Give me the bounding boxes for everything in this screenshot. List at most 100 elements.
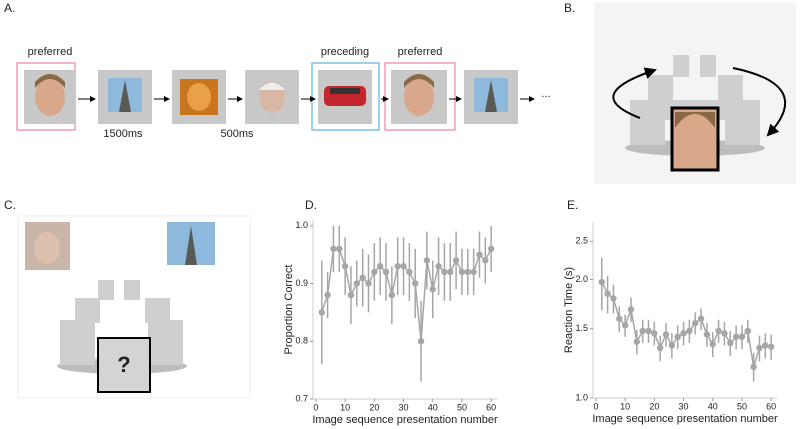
data-point [441, 268, 448, 276]
data-point [330, 245, 337, 253]
x-tick-label: 60 [766, 401, 776, 411]
data-line [321, 248, 492, 342]
data-point [336, 245, 343, 253]
data-point [668, 342, 676, 349]
data-point [353, 280, 361, 287]
data-point [318, 309, 325, 316]
data-point [482, 257, 489, 264]
data-point [639, 327, 646, 335]
data-point [738, 333, 746, 341]
y-tick-label: 1.5 [575, 323, 588, 333]
y-tick-label: 2.5 [575, 236, 588, 246]
data-point [767, 343, 775, 350]
data-point [656, 344, 664, 352]
x-tick-label: 20 [369, 402, 379, 412]
data-point [388, 291, 396, 299]
y-axis-label: Proportion Correct [283, 265, 295, 355]
data-point [727, 339, 734, 347]
data-point [756, 344, 763, 352]
data-point [651, 330, 658, 337]
data-point [604, 290, 611, 297]
data-point [447, 268, 454, 276]
data-point [400, 262, 407, 270]
sequence-label: preferred [398, 46, 443, 58]
arrow [732, 67, 786, 137]
panel-a: A. preferred preceding preferred 1500ms … [4, 1, 551, 140]
x-tick-label: 10 [620, 401, 630, 411]
data-point [732, 333, 740, 341]
data-point [417, 338, 425, 345]
data-point [470, 268, 477, 276]
data-point [744, 327, 751, 335]
y-tick-label: 1.0 [575, 392, 588, 402]
x-tick-label: 50 [457, 402, 467, 412]
data-point [721, 330, 728, 337]
data-point [616, 315, 623, 322]
data-point [476, 251, 483, 258]
data-point [697, 315, 705, 322]
x-tick-label: 30 [399, 402, 409, 412]
x-tick-label: 60 [486, 402, 496, 412]
data-point [645, 327, 652, 335]
data-point [429, 286, 436, 293]
x-tick-label: 50 [737, 401, 747, 411]
data-point [452, 257, 460, 264]
data-point [709, 340, 716, 348]
x-tick-label: 10 [340, 402, 350, 412]
data-point [435, 262, 442, 270]
data-point [750, 363, 757, 371]
ellipsis: ... [541, 88, 550, 100]
data-point [458, 268, 466, 276]
data-point [621, 322, 629, 329]
panel-label: C. [4, 198, 16, 212]
panel-label: B. [564, 1, 575, 15]
data-point [365, 280, 372, 287]
data-point [662, 331, 670, 338]
data-point [598, 278, 605, 286]
sequence-label: preferred [28, 46, 73, 58]
y-tick-label: 0.7 [295, 393, 308, 403]
data-point [347, 291, 355, 299]
duration-label: 1500ms [103, 128, 143, 140]
data-point [376, 262, 384, 270]
data-point [627, 306, 635, 313]
data-point [633, 338, 641, 345]
panel-label: D. [305, 198, 317, 212]
sequence-label: preceding [321, 46, 369, 58]
x-tick-label: 30 [679, 401, 689, 411]
y-tick-label: 1.0 [295, 220, 308, 230]
data-point [423, 257, 431, 264]
data-point [674, 333, 681, 341]
data-point [487, 245, 495, 253]
data-point [359, 274, 366, 281]
data-point [382, 268, 390, 276]
data-point [686, 327, 693, 335]
y-axis-label: Reaction Time (s) [563, 267, 575, 353]
x-axis-label: Image sequence presentation number [312, 414, 498, 426]
x-tick-label: 40 [428, 402, 438, 412]
x-tick-label: 0 [313, 402, 318, 412]
data-point [703, 331, 711, 338]
image-strip [24, 70, 518, 124]
unknown-image [97, 337, 151, 393]
data-point [371, 268, 378, 276]
y-tick-label: 0.9 [295, 278, 308, 288]
question-mark: ? [117, 352, 130, 377]
x-axis-label: Image sequence presentation number [592, 413, 778, 425]
data-point [464, 268, 471, 276]
panel-c: C. ? [4, 198, 251, 399]
data-point [692, 319, 699, 327]
x-tick-label: 20 [649, 401, 659, 411]
data-point [341, 262, 349, 270]
panel-label: E. [567, 198, 578, 212]
arrow [612, 67, 657, 119]
x-tick-label: 0 [593, 401, 598, 411]
panel-b: B. [564, 1, 796, 184]
x-tick-label: 40 [708, 401, 718, 411]
data-point [394, 262, 401, 270]
data-point [412, 280, 419, 287]
data-point [715, 327, 722, 335]
data-point [680, 330, 687, 337]
y-tick-label: 2.0 [575, 274, 588, 284]
